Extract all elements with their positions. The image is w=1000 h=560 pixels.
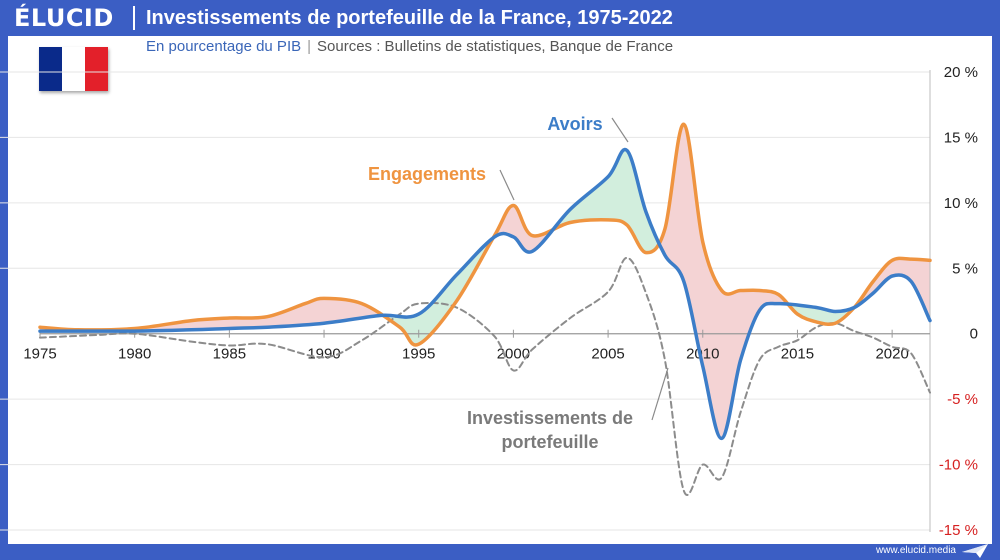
gridlines: [0, 71, 930, 531]
series-labels: Avoirs Engagements Investissements de porte…: [368, 114, 669, 452]
flag-red-band: [85, 47, 108, 91]
series-label-investissements: Investissements de: [467, 408, 633, 428]
x-tick-label: 1975: [23, 346, 56, 363]
y-tick-label: 10 %: [944, 195, 978, 212]
x-tick-label: 1980: [118, 346, 151, 363]
x-tick-label: 1995: [402, 346, 435, 363]
x-tick-label: 2010: [686, 346, 719, 363]
header-bar: ÉLUCID Investissements de portefeuille d…: [0, 0, 1000, 36]
series-line-investissements: [39, 256, 931, 496]
header-divider: [133, 6, 135, 30]
flag-blue-band: [39, 47, 62, 91]
series-line-engagements: [38, 122, 932, 347]
series-label-engagements: Engagements: [368, 164, 486, 184]
footer-website[interactable]: www.elucid.media: [875, 545, 956, 556]
leader-line-avoirs: [611, 117, 629, 143]
y-tick-label: -5 %: [947, 391, 978, 408]
x-tick-label: 1985: [213, 346, 246, 363]
series-label-investissements: portefeuille: [501, 432, 598, 452]
flag-white-band: [62, 47, 85, 91]
axes: 20 % 15 % 10 % 5 % 0 -5 % -10 % -15 % 1975 1980 19…: [23, 64, 978, 539]
brand-logo[interactable]: ÉLUCID: [14, 4, 114, 32]
unit-label: En pourcentage du PIB: [146, 38, 302, 55]
x-tick-label: 2020: [875, 346, 908, 363]
chart-title: Investissements de portefeuille de la Fr…: [146, 7, 673, 29]
x-tick-label: 2005: [591, 346, 624, 363]
chart-panel: [8, 36, 992, 544]
y-tick-label: -15 %: [939, 522, 978, 539]
y-tick-label: 15 %: [944, 129, 978, 146]
y-tick-label: -10 %: [939, 457, 978, 474]
gap-fill-areas: [40, 124, 930, 439]
france-flag-icon: [39, 47, 108, 91]
series-line-avoirs: [38, 147, 932, 441]
subtitle-separator: |: [307, 38, 312, 55]
y-tick-label: 0: [970, 326, 978, 343]
paper-plane-icon: [962, 544, 988, 558]
chart-subtitle: En pourcentage du PIB | Sources : Bulletin…: [146, 38, 673, 56]
leader-line-engagements: [499, 169, 515, 201]
x-tick-label: 2000: [497, 346, 530, 363]
x-tick-label: 2015: [781, 346, 814, 363]
series-label-avoirs: Avoirs: [547, 114, 602, 134]
source-label: Sources : Bulletins de statistiques, Ban…: [317, 38, 674, 55]
y-tick-label: 5 %: [952, 260, 978, 277]
y-tick-label: 20 %: [944, 64, 978, 81]
line-chart: 20 % 15 % 10 % 5 % 0 -5 % -10 % -15 % 1975 1980 19…: [0, 64, 978, 539]
leader-line-investissements: [651, 367, 669, 421]
series-lines: [38, 122, 932, 496]
x-tick-label: 1990: [307, 346, 340, 363]
